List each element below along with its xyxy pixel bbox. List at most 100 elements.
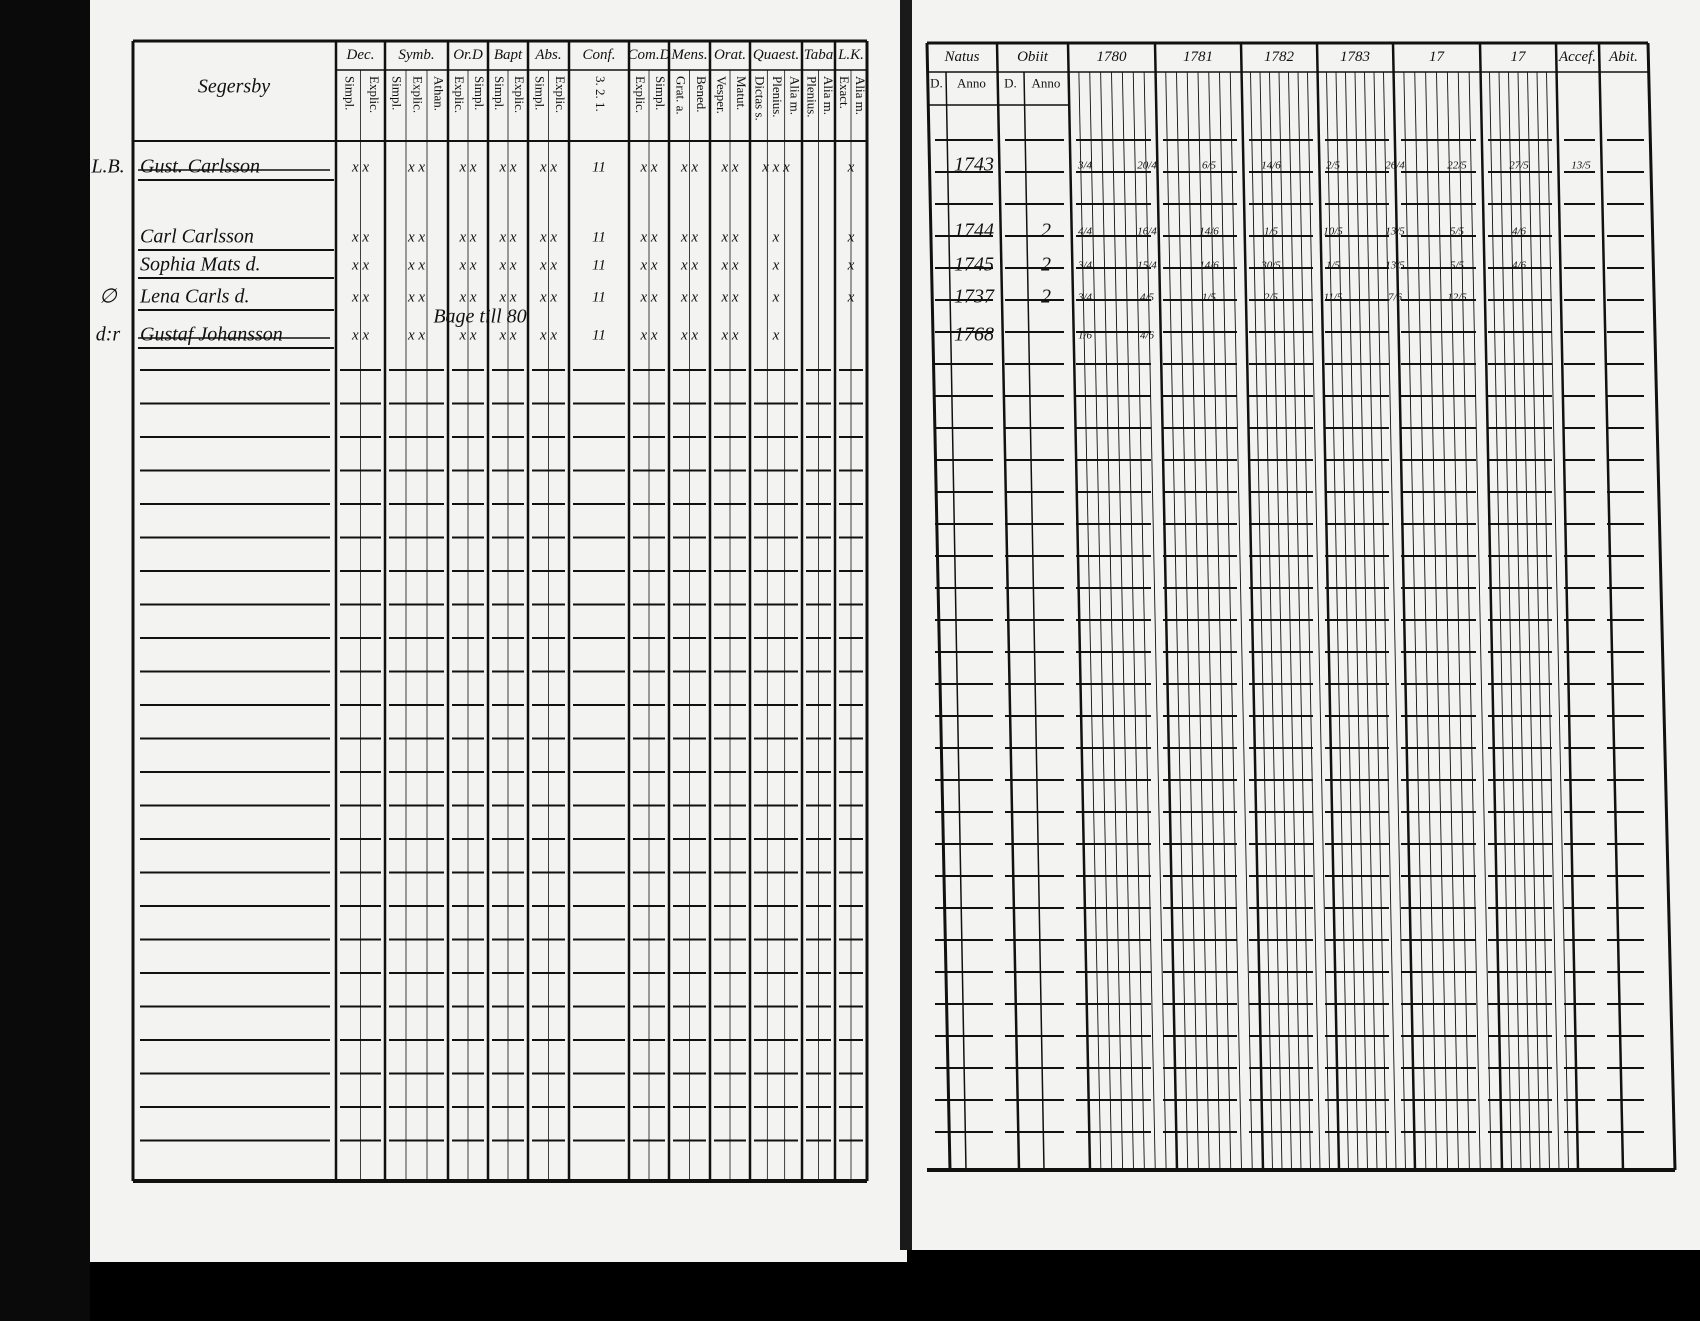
exam-date: 1/5 bbox=[1264, 226, 1279, 238]
column-subheader: Alia m. bbox=[821, 76, 836, 115]
column-header: Dec. bbox=[346, 47, 375, 63]
mark: x x bbox=[351, 229, 369, 245]
left-page bbox=[87, 0, 907, 1262]
mark: x x bbox=[458, 229, 476, 245]
exam-date: 1/6 bbox=[1078, 330, 1093, 342]
mark: x bbox=[772, 229, 780, 245]
column-subheader: Athan. bbox=[432, 76, 447, 111]
exam-date: 22/5 bbox=[1447, 160, 1467, 172]
rule bbox=[1153, 42, 1179, 1171]
exam-date: 6/5 bbox=[1202, 160, 1217, 172]
column-header: Orat. bbox=[714, 47, 746, 63]
mark: x x bbox=[407, 159, 425, 175]
mark: 11 bbox=[592, 159, 606, 175]
mark: x x bbox=[639, 289, 657, 305]
column-subheader: Simpl. bbox=[342, 76, 357, 110]
rule bbox=[1554, 42, 1580, 1171]
mark: x x bbox=[680, 327, 698, 343]
exam-date: 14/6 bbox=[1199, 226, 1219, 238]
birth-year: 1744 bbox=[954, 220, 994, 242]
rule bbox=[1391, 42, 1417, 1171]
mark: x x bbox=[351, 159, 369, 175]
annotation: Bage till 80 bbox=[433, 306, 526, 328]
exam-date: 26/4 bbox=[1385, 160, 1405, 172]
column-subheader: D. bbox=[1004, 75, 1017, 90]
column-subheader: Plenius. bbox=[770, 76, 785, 118]
exam-date: 1/5 bbox=[1326, 260, 1341, 272]
obiit-mark: 2 bbox=[1041, 220, 1051, 242]
exam-date: 13/5 bbox=[1385, 226, 1405, 238]
column-header: 17 bbox=[1511, 49, 1528, 65]
column-header: 1781 bbox=[1183, 49, 1213, 65]
birth-year: 1745 bbox=[954, 254, 994, 276]
column-subheader: Explic. bbox=[411, 76, 426, 113]
exam-date: 5/5 bbox=[1450, 260, 1465, 272]
person-name: Lena Carls d. bbox=[139, 286, 249, 308]
column-header: 1780 bbox=[1097, 49, 1128, 65]
binding-edge bbox=[0, 0, 90, 1321]
mark: x x bbox=[680, 229, 698, 245]
mark: x x x bbox=[761, 159, 790, 175]
mark: x x bbox=[680, 257, 698, 273]
row-prefix: ∅ bbox=[99, 286, 118, 308]
column-header: Natus bbox=[943, 49, 979, 65]
mark: x x bbox=[720, 327, 738, 343]
birth-year: 1768 bbox=[954, 324, 994, 346]
exam-date: 4/5 bbox=[1140, 292, 1155, 304]
column-header: Taba bbox=[804, 47, 833, 63]
column-subheader: D. bbox=[930, 75, 943, 90]
mark: x x bbox=[407, 289, 425, 305]
exam-date: 7/6 bbox=[1388, 292, 1403, 304]
column-header: Bapt bbox=[494, 47, 523, 63]
rule bbox=[1468, 71, 1492, 1171]
row-prefix: d:r bbox=[96, 324, 121, 346]
exam-date: 14/6 bbox=[1199, 260, 1219, 272]
place-name: Segersby bbox=[198, 76, 270, 98]
column-header: Quaest. bbox=[753, 47, 799, 63]
rule bbox=[1066, 42, 1092, 1171]
mark: x x bbox=[498, 289, 516, 305]
mark: x x bbox=[720, 257, 738, 273]
mark: x x bbox=[498, 257, 516, 273]
obiit-mark: 2 bbox=[1041, 286, 1051, 308]
mark: 11 bbox=[592, 229, 606, 245]
mark: x x bbox=[539, 289, 557, 305]
exam-date: 13/5 bbox=[1571, 160, 1591, 172]
exam-date: 10/5 bbox=[1323, 226, 1343, 238]
mark: x x bbox=[351, 257, 369, 273]
column-header: Abs. bbox=[534, 47, 561, 63]
column-subheader: Explic. bbox=[633, 76, 648, 113]
column-header: Abit. bbox=[1608, 49, 1638, 65]
exam-date: 12/5 bbox=[1447, 292, 1467, 304]
column-subheader: Exact. bbox=[837, 76, 852, 109]
column-header: Accef. bbox=[1558, 49, 1596, 65]
exam-date: 4/4 bbox=[1078, 226, 1093, 238]
mark: x x bbox=[539, 229, 557, 245]
column-subheader: 3. 2. 1. bbox=[593, 76, 608, 112]
mark: x x bbox=[539, 257, 557, 273]
mark: x x bbox=[639, 257, 657, 273]
mark: x x bbox=[407, 257, 425, 273]
rule bbox=[1478, 42, 1504, 1171]
mark: x x bbox=[458, 159, 476, 175]
column-header: Conf. bbox=[583, 47, 616, 63]
column-subheader: Simpl. bbox=[472, 76, 487, 110]
column-header: Obiit bbox=[1017, 49, 1049, 65]
exam-date: 2/5 bbox=[1264, 292, 1279, 304]
column-subheader: Simpl. bbox=[492, 76, 507, 110]
mark: x x bbox=[639, 159, 657, 175]
rule bbox=[995, 42, 1021, 1171]
mark: x x bbox=[351, 289, 369, 305]
person-name: Gust. Carlsson bbox=[140, 156, 260, 178]
mark: x x bbox=[639, 229, 657, 245]
mark: 11 bbox=[592, 289, 606, 305]
exam-date: 4/6 bbox=[1512, 226, 1527, 238]
exam-date: 15/4 bbox=[1137, 260, 1157, 272]
exam-date: 27/5 bbox=[1509, 160, 1529, 172]
mark: x bbox=[847, 289, 855, 305]
column-subheader: Alia m. bbox=[853, 76, 868, 115]
exam-date: 13/5 bbox=[1385, 260, 1405, 272]
column-header: 17 bbox=[1429, 49, 1446, 65]
